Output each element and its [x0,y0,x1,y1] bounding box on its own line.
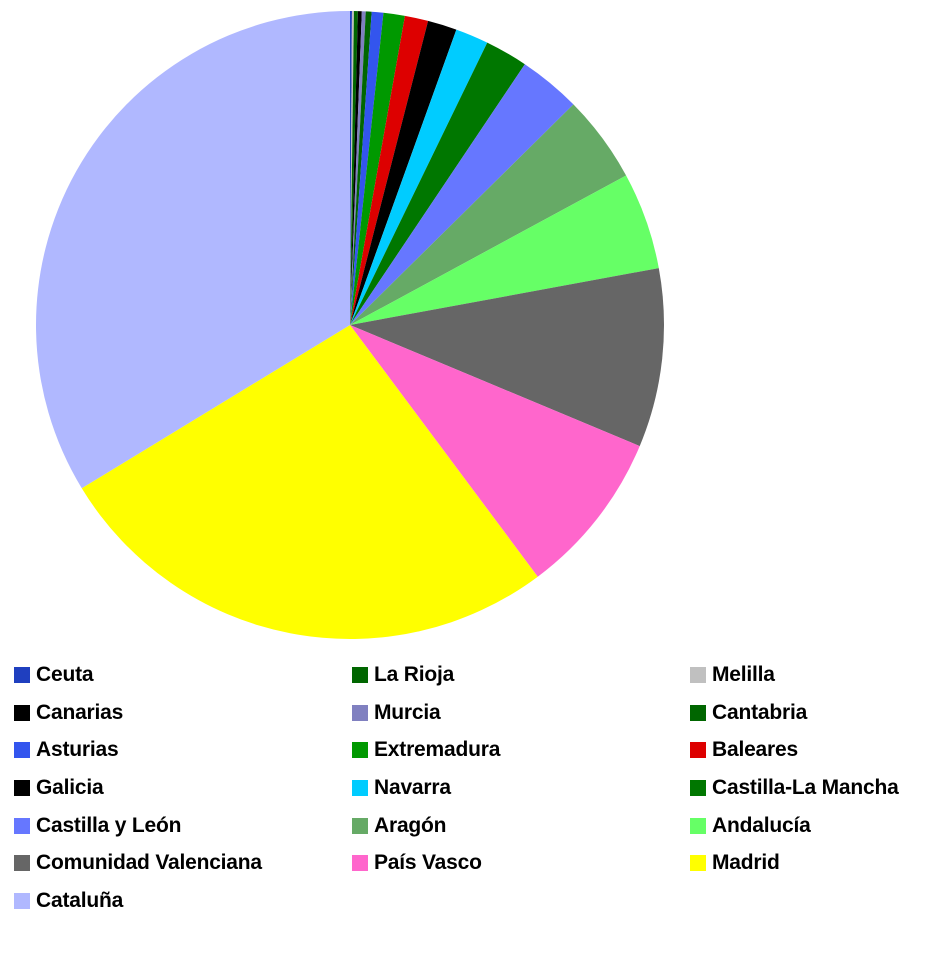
legend-label: Madrid [712,851,780,875]
chart-legend: Ceuta La Rioja Melilla Canarias Murcia Cantab… [14,656,949,920]
pie-slice-asturias [350,11,384,326]
legend-label: Murcia [374,700,441,724]
legend-swatch [14,892,30,909]
pie-slice-catalu-a [35,11,350,489]
pie-chart-svg [35,11,665,639]
legend-item: Asturias [14,731,352,769]
legend-swatch [690,855,706,872]
legend-label: Melilla [712,662,775,686]
pie-slice-madrid [81,325,538,639]
pie-slice-navarra [350,29,488,325]
legend-item: Madrid [690,844,949,882]
legend-label: Asturias [36,738,119,762]
legend-swatch [690,666,706,683]
legend-label: Ceuta [36,662,94,686]
legend-item: Melilla [690,656,949,694]
pie-slice-ceuta [350,11,352,325]
legend-swatch [352,817,368,834]
legend-swatch [14,855,30,872]
legend-label: Comunidad Valenciana [36,851,262,875]
legend-label: Castilla-La Mancha [712,775,899,799]
legend-label: Castilla y León [36,813,182,837]
legend-item: Castilla y León [14,807,352,845]
legend-swatch [690,817,706,834]
legend-swatch [690,779,706,796]
legend-label: La Rioja [374,662,455,686]
pie-slice-baleares [350,15,429,325]
legend-swatch [352,779,368,796]
pie-slice-murcia [350,11,366,325]
legend-label: Extremadura [374,738,501,762]
legend-swatch [352,742,368,759]
pie-slice-pa-s-vasco [350,325,640,577]
legend-item: Cantabria [690,694,949,732]
pie-slice-cantabria [350,11,372,325]
pie-slice-castilla-la-mancha [350,42,525,325]
pie-slice-canarias [350,11,362,326]
legend-item: Galicia [14,769,352,807]
legend-item: Aragón [352,807,690,845]
legend-label: Andalucía [712,813,811,837]
legend-label: País Vasco [374,851,482,875]
legend-swatch [352,666,368,683]
legend-item: Murcia [352,694,690,732]
pie-slice-arag-n [350,104,627,325]
pie-slice-la-rioja [350,11,358,326]
legend-swatch [352,704,368,721]
legend-swatch [690,704,706,721]
pie-slice-castilla-y-le-n [350,64,574,326]
legend-item: Baleares [690,731,949,769]
legend-swatch [14,704,30,721]
pie-slice-andaluc-a [350,175,659,325]
legend-item: Canarias [14,694,352,732]
legend-swatch [352,855,368,872]
legend-item: La Rioja [352,656,690,694]
legend-swatch [690,742,706,759]
pie-slice-melilla [350,11,354,326]
legend-label: Aragón [374,813,447,837]
legend-item: Castilla-La Mancha [690,769,949,807]
legend-item: Andalucía [690,807,949,845]
legend-item: Cataluña [14,882,352,920]
legend-label: Navarra [374,775,451,799]
legend-item: Extremadura [352,731,690,769]
legend-label: Cantabria [712,700,808,724]
legend-label: Galicia [36,775,104,799]
legend-label: Cataluña [36,888,124,912]
legend-item: País Vasco [352,844,690,882]
legend-item: Navarra [352,769,690,807]
legend-swatch [14,779,30,796]
legend-swatch [14,666,30,683]
pie-slice-galicia [350,20,457,325]
legend-swatch [14,742,30,759]
pie-slice-extremadura [350,12,405,326]
legend-item: Ceuta [14,656,352,694]
legend-label: Baleares [712,738,798,762]
legend-label: Canarias [36,700,124,724]
pie-chart [35,11,665,639]
pie-slice-comunidad-valenciana [350,268,665,447]
legend-item: Comunidad Valenciana [14,844,352,882]
legend-swatch [14,817,30,834]
